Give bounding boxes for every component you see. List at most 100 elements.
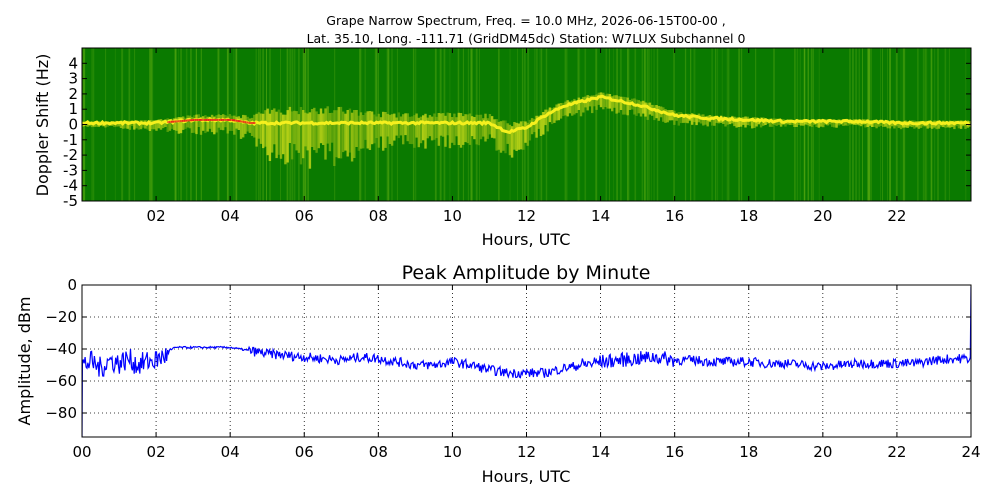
doppler-spread-column xyxy=(928,121,932,128)
interference-stripe xyxy=(258,48,259,201)
doppler-spread-column xyxy=(328,113,332,152)
x-tick-label: 10 xyxy=(443,207,462,225)
doppler-spread-column xyxy=(490,116,494,138)
peak-mark xyxy=(224,118,228,121)
doppler-spread-column xyxy=(602,92,605,110)
doppler-spread-column xyxy=(273,108,276,145)
interference-stripe xyxy=(293,48,296,201)
interference-stripe xyxy=(435,48,436,201)
doppler-spread-column xyxy=(282,114,285,155)
doppler-spread-column xyxy=(393,113,396,141)
interference-stripe xyxy=(226,48,229,201)
doppler-spread-column xyxy=(957,120,961,129)
doppler-spread-column xyxy=(873,119,876,127)
doppler-spread-column xyxy=(822,119,825,128)
x-tick-label: 22 xyxy=(887,207,906,225)
y-tick-label: 2 xyxy=(68,85,78,103)
doppler-spread-column xyxy=(237,116,240,130)
doppler-spread-column xyxy=(506,123,509,144)
doppler-spread-column xyxy=(599,92,603,108)
doppler-spread-column xyxy=(244,115,247,134)
doppler-spread-column xyxy=(571,100,574,116)
doppler-spread-column xyxy=(833,119,836,128)
doppler-spread-column xyxy=(753,117,756,128)
interference-stripe xyxy=(579,48,581,201)
y-tick-label: 0 xyxy=(67,276,77,294)
doppler-spread-column xyxy=(284,114,287,165)
interference-stripe xyxy=(233,48,235,201)
doppler-spread-column xyxy=(844,119,847,126)
doppler-spread-column xyxy=(886,120,889,129)
doppler-spread-column xyxy=(248,118,252,133)
interference-stripe xyxy=(387,48,390,201)
doppler-spread-column xyxy=(310,109,314,147)
doppler-spread-column xyxy=(215,115,218,133)
doppler-spread-column xyxy=(302,110,305,159)
doppler-spread-column xyxy=(135,120,138,129)
doppler-spread-column xyxy=(164,119,167,127)
doppler-spread-column xyxy=(526,122,529,146)
peak-mark xyxy=(245,121,248,124)
y-tick-label: −40 xyxy=(45,340,77,358)
doppler-spread-column xyxy=(919,120,923,128)
doppler-spread-column xyxy=(737,117,740,127)
peak-mark xyxy=(239,120,243,123)
doppler-spread-column xyxy=(664,109,667,123)
peak-mark xyxy=(226,118,230,121)
doppler-spread-column xyxy=(559,103,563,119)
doppler-spread-column xyxy=(370,111,374,145)
doppler-spread-column xyxy=(119,121,123,128)
interference-stripe xyxy=(436,48,437,201)
y-tick-label: 1 xyxy=(68,100,78,118)
amplitude-y-axis: 0 −20 −40 −60 −80 xyxy=(45,276,971,422)
y-tick-label: -4 xyxy=(63,177,78,195)
peak-mark xyxy=(252,122,256,124)
doppler-spread-column xyxy=(179,117,183,134)
doppler-spread-column xyxy=(686,113,689,124)
doppler-spread-column xyxy=(439,113,443,136)
peak-mark xyxy=(191,119,195,122)
doppler-spread-column xyxy=(777,119,780,125)
x-tick-label: 06 xyxy=(295,207,314,225)
interference-stripe xyxy=(644,48,646,201)
doppler-spread-column xyxy=(884,121,887,127)
doppler-spread-column xyxy=(128,120,132,130)
peak-mark xyxy=(209,118,213,121)
doppler-spread-column xyxy=(259,113,263,144)
x-tick-label: 20 xyxy=(813,443,832,461)
doppler-spread-column xyxy=(357,115,360,151)
doppler-spread-column xyxy=(188,115,192,129)
doppler-spread-column xyxy=(959,120,963,129)
doppler-spread-column xyxy=(568,101,572,114)
doppler-spread-column xyxy=(257,112,260,139)
doppler-spread-column xyxy=(768,118,772,127)
doppler-spread-column xyxy=(582,96,585,113)
interference-stripe xyxy=(673,48,675,201)
doppler-spread-column xyxy=(477,114,480,146)
interference-stripe xyxy=(727,48,730,201)
doppler-spread-column xyxy=(288,106,292,143)
doppler-spread-column xyxy=(644,102,647,117)
doppler-spread-column xyxy=(210,114,214,133)
doppler-spread-column xyxy=(522,121,525,150)
peak-mark xyxy=(248,122,252,124)
doppler-spread-column xyxy=(177,117,180,134)
doppler-spread-column xyxy=(322,113,325,145)
interference-stripe xyxy=(377,48,379,201)
y-tick-label: -5 xyxy=(63,192,78,210)
peak-mark xyxy=(222,118,226,121)
doppler-spread-column xyxy=(313,107,316,151)
doppler-spread-column xyxy=(295,111,298,151)
peak-mark xyxy=(169,120,172,123)
peak-mark xyxy=(180,120,184,122)
doppler-spread-column xyxy=(577,97,580,110)
doppler-spread-column xyxy=(226,116,229,134)
interference-stripe xyxy=(693,48,696,201)
doppler-spread-column xyxy=(422,115,425,141)
doppler-spread-column xyxy=(190,116,194,133)
x-tick-label: 22 xyxy=(887,443,906,461)
doppler-spread-column xyxy=(586,95,589,111)
doppler-spread-column xyxy=(413,115,416,148)
doppler-spread-column xyxy=(479,114,483,140)
